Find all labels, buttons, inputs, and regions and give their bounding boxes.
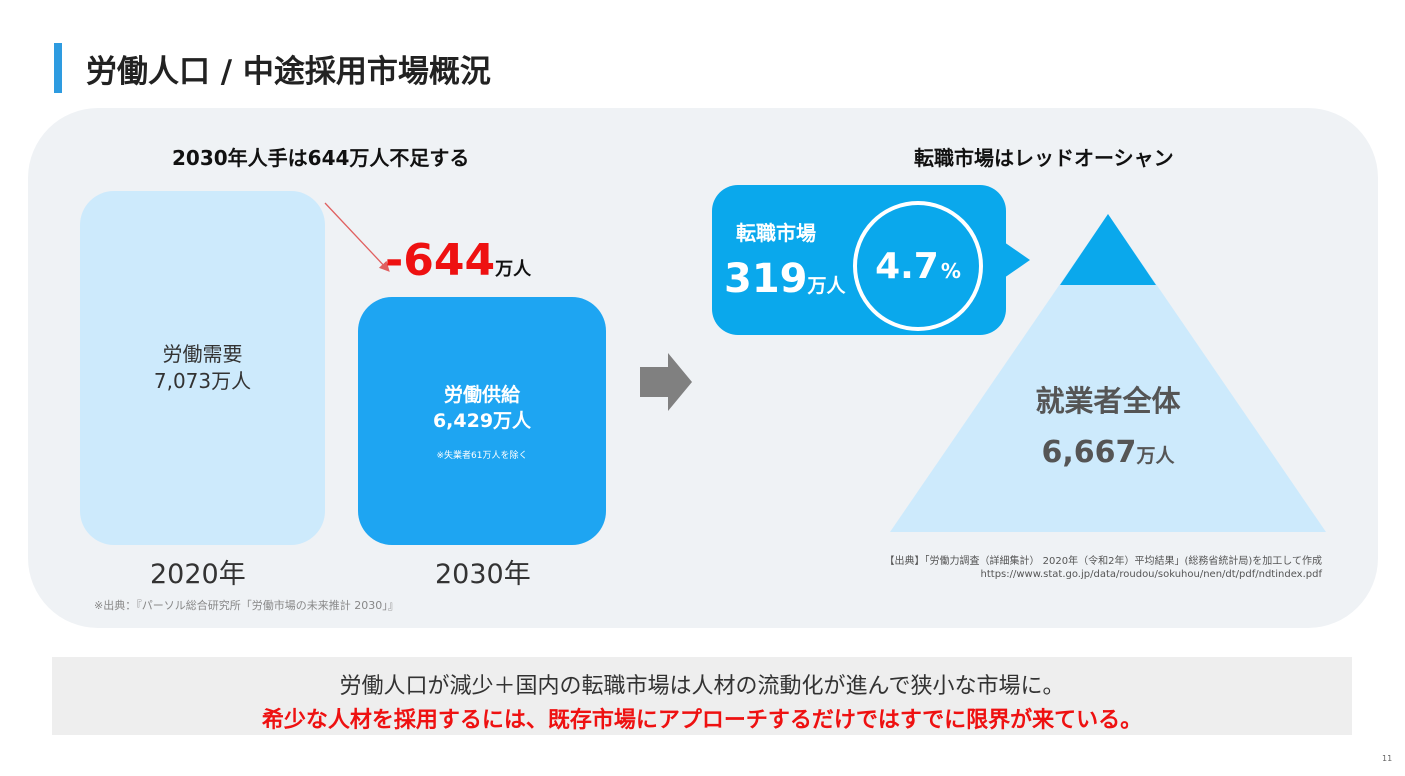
market-ratio-circle: 4.7% (853, 201, 983, 331)
labor-demand-value: 7,073万人 (153, 369, 252, 393)
summary-banner: 労働人口が減少＋国内の転職市場は人材の流動化が進んで狭小な市場に。 希少な人材を… (52, 657, 1352, 735)
summary-line1: 労働人口が減少＋国内の転職市場は人材の流動化が進んで狭小な市場に。 (339, 674, 1065, 699)
shortage-unit: 万人 (495, 259, 532, 280)
labor-supply-value: 6,429万人 (432, 409, 532, 432)
total-workers-unit: 万人 (1136, 445, 1175, 467)
page-number: 11 (1382, 754, 1393, 763)
labor-supply-box: 労働供給 6,429万人 ※失業者61万人を除く (358, 297, 606, 545)
title-accent-bar (54, 43, 62, 93)
right-heading: 転職市場はレッドオーシャン (914, 146, 1174, 170)
labor-demand-label: 労働需要 (162, 342, 243, 366)
pyramid-top-shape (1060, 214, 1156, 285)
right-source-line1: 【出典】「労働力調査（詳細集計） 2020年（令和2年）平均結果」(総務省統計局… (884, 556, 1323, 567)
right-arrow-icon (640, 353, 692, 411)
market-ratio-value: 4.7 (875, 245, 939, 287)
year-label-2030: 2030年 (435, 559, 531, 590)
slide-title: 労働人口 / 中途採用市場概況 (86, 54, 491, 90)
total-workers-label: 就業者全体 (1035, 384, 1181, 418)
bubble-pointer (1004, 242, 1030, 278)
pyramid-base-shape (890, 214, 1326, 532)
job-change-market-unit: 万人 (807, 275, 846, 297)
job-change-market-label: 転職市場 (736, 221, 816, 245)
labor-supply-note: ※失業者61万人を除く (436, 450, 528, 461)
workforce-pyramid (890, 214, 1326, 532)
decline-arrow-icon (324, 202, 390, 272)
right-source-url: https://www.stat.go.jp/data/roudou/sokuh… (980, 569, 1322, 580)
shortage-figure: -644万人 (385, 235, 531, 286)
left-heading: 2030年人手は644万人不足する (172, 146, 470, 170)
left-source-note: ※出典：『パーソル総合研究所「労働市場の未来推計 2030」』 (94, 599, 399, 612)
job-change-market-figure: 319万人 (724, 256, 846, 302)
shortage-value: -644 (385, 235, 496, 286)
job-change-market-value: 319 (724, 256, 808, 302)
labor-supply-label: 労働供給 (443, 383, 520, 406)
right-source-note: 【出典】「労働力調査（詳細集計） 2020年（令和2年）平均結果」(総務省統計局… (700, 555, 1323, 581)
summary-line2: 希少な人材を採用するには、既存市場にアプローチするだけではすでに限界が来ている。 (261, 708, 1143, 733)
total-workers-value: 6,667 (1041, 435, 1137, 470)
total-workers-figure: 6,667万人 (890, 435, 1326, 470)
labor-demand-box: 労働需要 7,073万人 (80, 191, 325, 545)
year-label-2020: 2020年 (150, 559, 246, 590)
market-ratio-unit: % (940, 259, 961, 283)
